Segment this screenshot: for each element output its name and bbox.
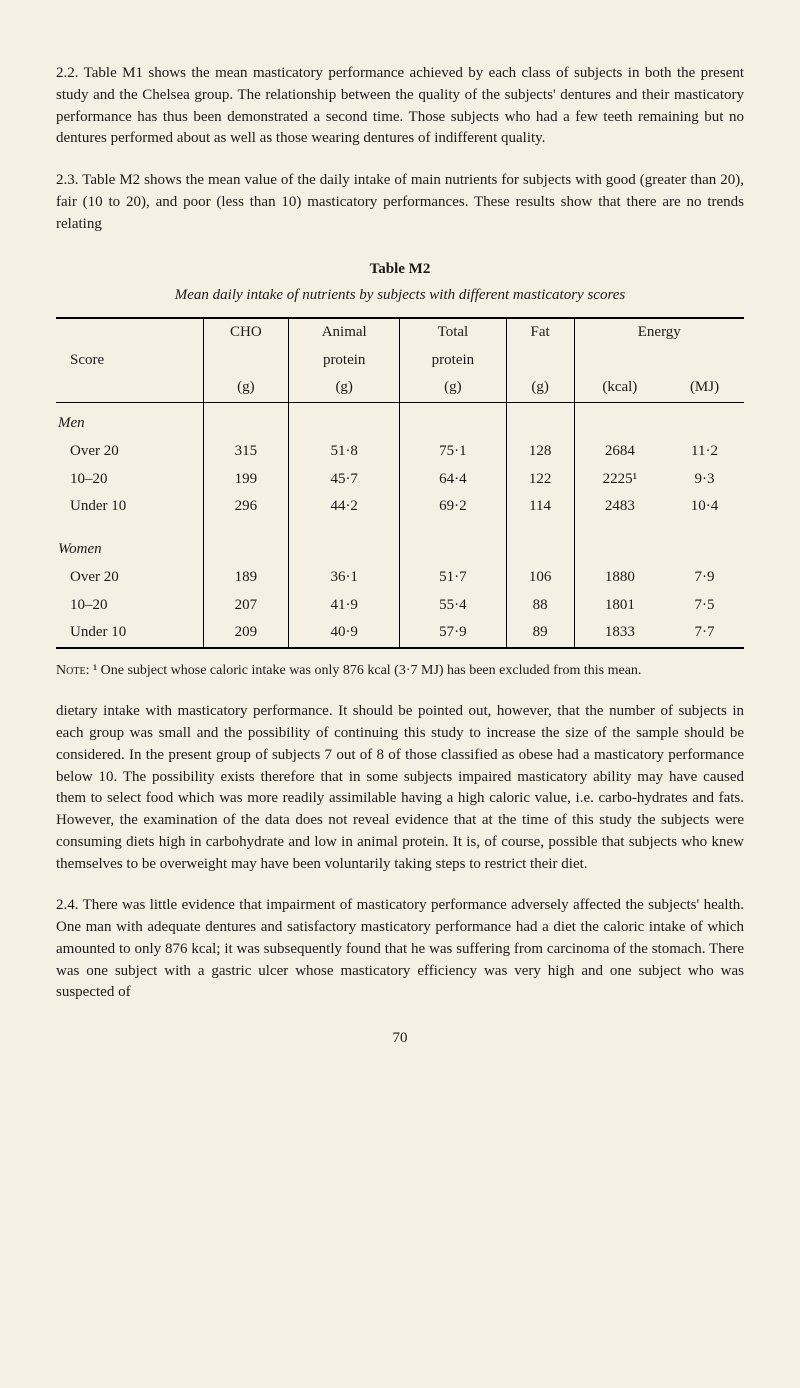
cell-score: Over 20 [56,564,203,592]
cell-cho: 296 [203,493,289,521]
cell-ap: 45·7 [289,466,400,494]
cell-cho: 209 [203,619,289,648]
table-caption: Mean daily intake of nutrients by subjec… [56,285,744,307]
col-mj-mid [665,347,744,375]
cell-mj: 10·4 [665,493,744,521]
cell-fat: 128 [506,438,574,466]
col-score: Score [56,318,203,403]
col-cho-top: CHO [203,318,289,347]
cell-mj: 11·2 [665,438,744,466]
group-men: Men [56,403,203,438]
note-text: : ¹ One subject whose caloric intake was… [86,663,642,678]
col-ap-top: Animal [289,318,400,347]
table-m2: Score CHO Animal Total Fat Energy protei… [56,317,744,649]
cell-ap: 51·8 [289,438,400,466]
group-women: Women [56,529,203,564]
cell-ap: 36·1 [289,564,400,592]
cell-cho: 199 [203,466,289,494]
page-number: 70 [56,1028,744,1050]
col-tp-top: Total [400,318,506,347]
cell-fat: 106 [506,564,574,592]
table-row-group: Men [56,403,744,438]
table-row-group: Women [56,529,744,564]
paragraph-2-4: 2.4. There was little evidence that impa… [56,895,744,1004]
col-fat-mid [506,347,574,375]
cell-mj: 7·5 [665,592,744,620]
cell-tp: 64·4 [400,466,506,494]
cell-kcal: 1880 [574,564,665,592]
cell-tp: 57·9 [400,619,506,648]
cell-tp: 51·7 [400,564,506,592]
cell-score: 10–20 [56,466,203,494]
cell-fat: 88 [506,592,574,620]
col-tp-bot: (g) [400,374,506,402]
cell-kcal: 1833 [574,619,665,648]
cell-cho: 315 [203,438,289,466]
col-energy: Energy [574,318,744,347]
cell-fat: 89 [506,619,574,648]
paragraph-2-2: 2.2. Table M1 shows the mean masticatory… [56,63,744,150]
table-note: Note: ¹ One subject whose caloric intake… [56,661,744,681]
cell-fat: 114 [506,493,574,521]
col-fat-bot: (g) [506,374,574,402]
paragraph-dietary: dietary intake with masticatory performa… [56,701,744,875]
table-row: 10–20 207 41·9 55·4 88 1801 7·5 [56,592,744,620]
cell-score: Under 10 [56,619,203,648]
table-row: Over 20 315 51·8 75·1 128 2684 11·2 [56,438,744,466]
cell-tp: 69·2 [400,493,506,521]
table-row: Under 10 209 40·9 57·9 89 1833 7·7 [56,619,744,648]
col-kcal-mid [574,347,665,375]
cell-cho: 207 [203,592,289,620]
cell-kcal: 2483 [574,493,665,521]
cell-ap: 40·9 [289,619,400,648]
col-ap-bot: (g) [289,374,400,402]
table-label: Table M2 [56,259,744,281]
table-row: Over 20 189 36·1 51·7 106 1880 7·9 [56,564,744,592]
note-label: Note [56,663,86,678]
cell-tp: 75·1 [400,438,506,466]
paragraph-2-3: 2.3. Table M2 shows the mean value of th… [56,170,744,235]
cell-mj: 7·9 [665,564,744,592]
cell-tp: 55·4 [400,592,506,620]
col-tp-mid: protein [400,347,506,375]
table-row: 10–20 199 45·7 64·4 122 2225¹ 9·3 [56,466,744,494]
cell-score: 10–20 [56,592,203,620]
table-row: Under 10 296 44·2 69·2 114 2483 10·4 [56,493,744,521]
cell-fat: 122 [506,466,574,494]
table-spacer [56,521,744,529]
cell-cho: 189 [203,564,289,592]
col-kcal: (kcal) [574,374,665,402]
col-fat-top: Fat [506,318,574,347]
cell-kcal: 1801 [574,592,665,620]
col-mj: (MJ) [665,374,744,402]
cell-mj: 7·7 [665,619,744,648]
cell-score: Over 20 [56,438,203,466]
col-cho-bot: (g) [203,374,289,402]
col-cho-mid [203,347,289,375]
cell-kcal: 2684 [574,438,665,466]
col-ap-mid: protein [289,347,400,375]
cell-score: Under 10 [56,493,203,521]
cell-ap: 41·9 [289,592,400,620]
cell-mj: 9·3 [665,466,744,494]
cell-kcal: 2225¹ [574,466,665,494]
cell-ap: 44·2 [289,493,400,521]
